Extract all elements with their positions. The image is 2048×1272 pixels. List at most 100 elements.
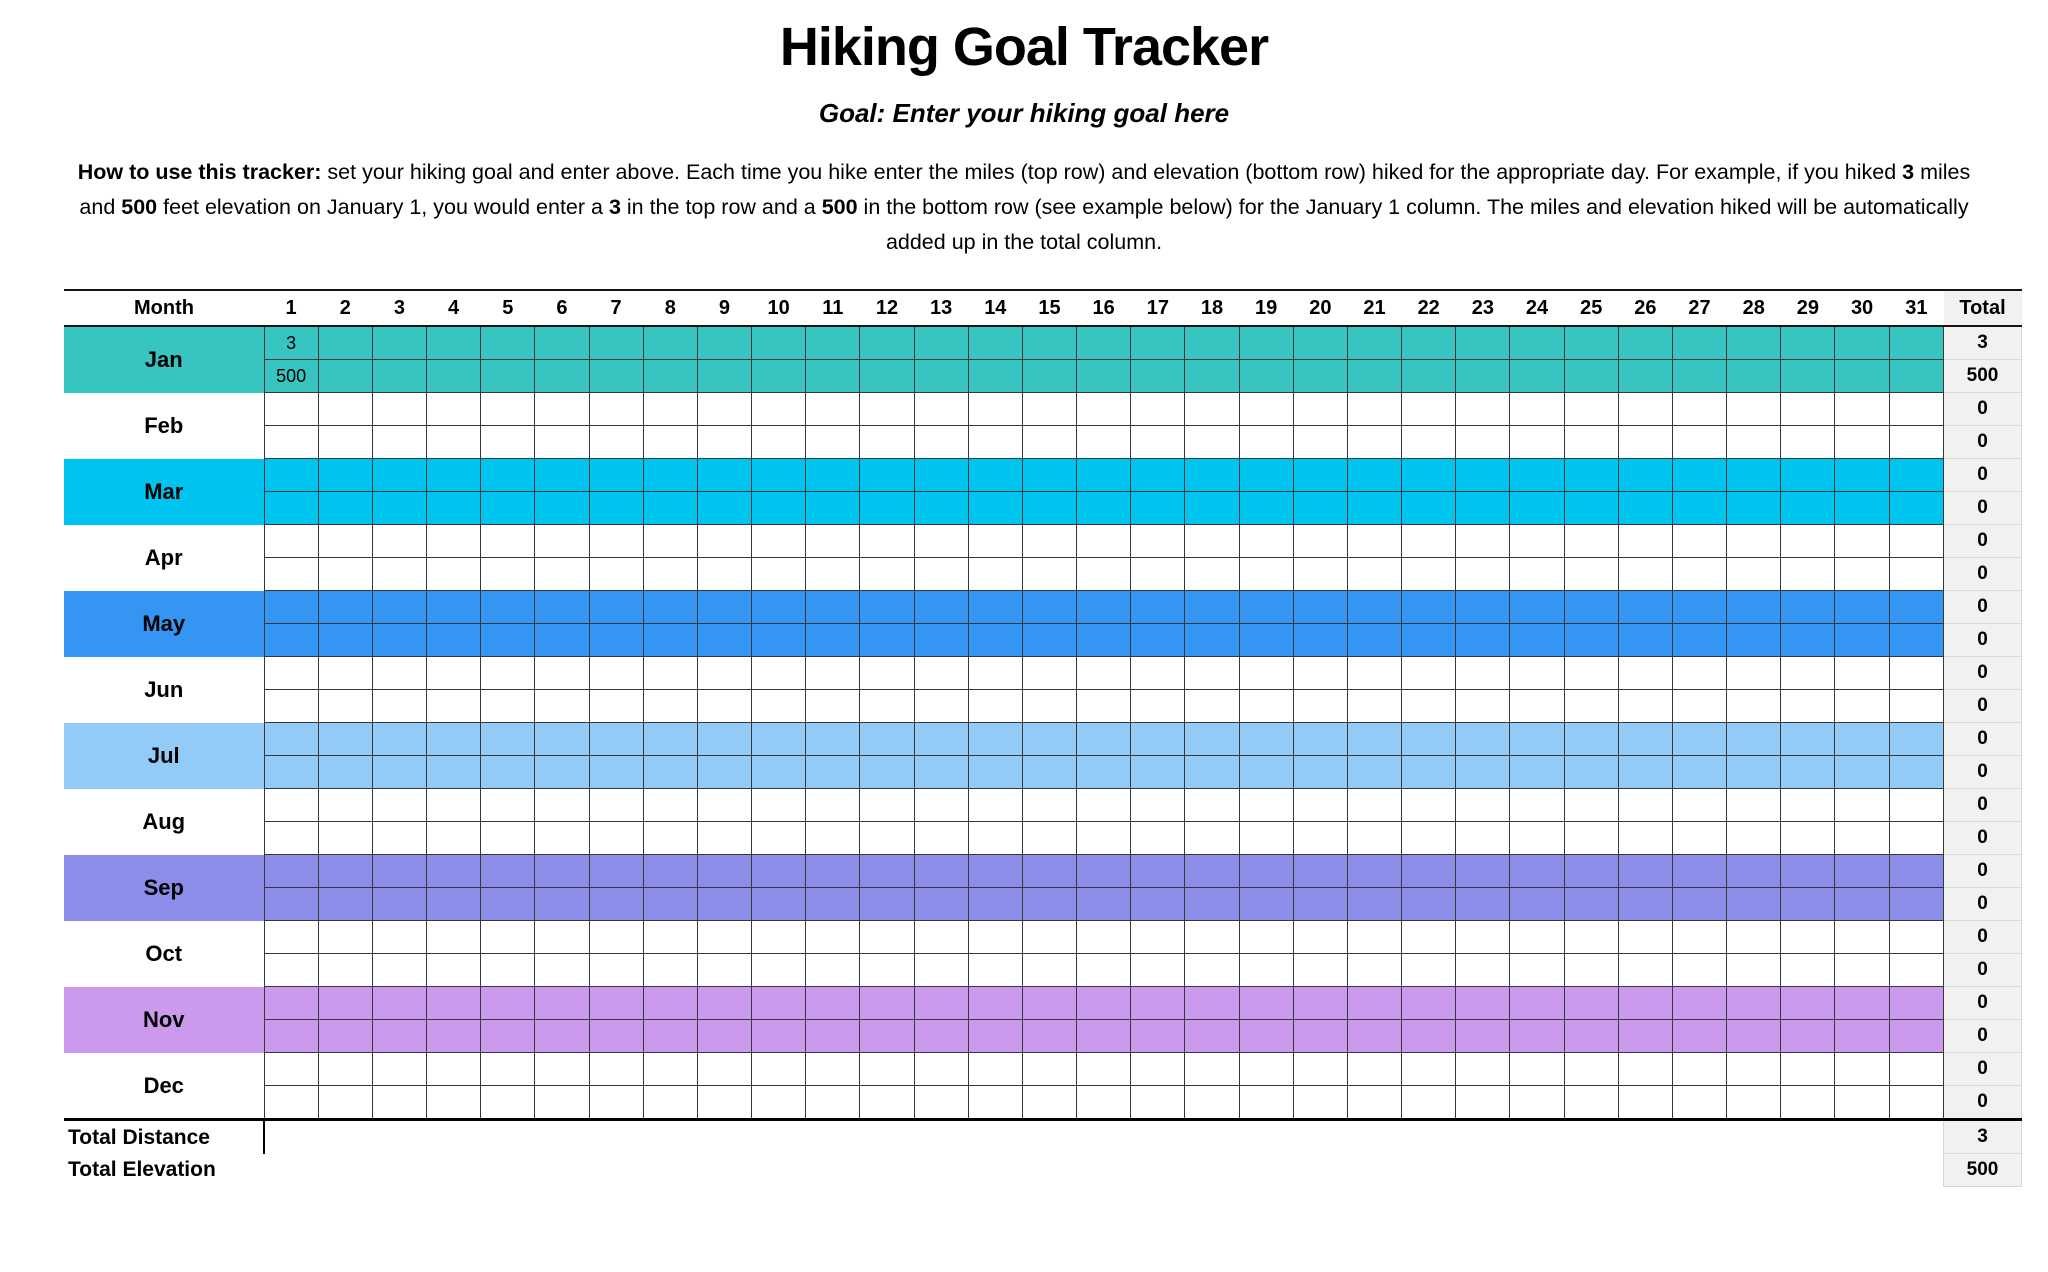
cell-may-miles-d30[interactable] xyxy=(1834,590,1890,625)
cell-feb-miles-d11[interactable] xyxy=(805,392,861,427)
cell-nov-elevation-d18[interactable] xyxy=(1184,1019,1240,1054)
cell-jan-elevation-d25[interactable] xyxy=(1563,359,1619,394)
cell-dec-elevation-d14[interactable] xyxy=(967,1085,1023,1121)
cell-jun-elevation-d1[interactable] xyxy=(263,689,319,724)
cell-jun-elevation-d28[interactable] xyxy=(1726,689,1782,724)
cell-may-miles-d4[interactable] xyxy=(426,590,482,625)
cell-feb-miles-d25[interactable] xyxy=(1563,392,1619,427)
cell-aug-elevation-d1[interactable] xyxy=(263,821,319,856)
cell-jul-elevation-d5[interactable] xyxy=(480,755,536,790)
cell-nov-elevation-d29[interactable] xyxy=(1780,1019,1836,1054)
cell-oct-miles-d22[interactable] xyxy=(1401,920,1457,955)
cell-oct-elevation-d12[interactable] xyxy=(859,953,915,988)
cell-dec-miles-d3[interactable] xyxy=(371,1052,428,1087)
cell-apr-miles-d4[interactable] xyxy=(426,524,482,559)
cell-feb-elevation-d22[interactable] xyxy=(1401,425,1457,460)
cell-mar-miles-d17[interactable] xyxy=(1130,458,1186,493)
cell-apr-elevation-d2[interactable] xyxy=(317,557,373,592)
cell-jun-miles-d6[interactable] xyxy=(534,656,590,691)
cell-aug-elevation-d26[interactable] xyxy=(1617,821,1673,856)
cell-apr-elevation-d14[interactable] xyxy=(967,557,1023,592)
cell-sep-miles-d30[interactable] xyxy=(1834,854,1890,889)
cell-mar-elevation-d2[interactable] xyxy=(317,491,373,526)
cell-aug-miles-d30[interactable] xyxy=(1834,788,1890,823)
cell-jul-miles-d21[interactable] xyxy=(1346,722,1403,757)
cell-feb-elevation-d28[interactable] xyxy=(1726,425,1782,460)
cell-dec-miles-d4[interactable] xyxy=(426,1052,482,1087)
cell-apr-miles-d16[interactable] xyxy=(1076,524,1132,559)
cell-dec-elevation-d5[interactable] xyxy=(480,1085,536,1121)
cell-feb-miles-d24[interactable] xyxy=(1509,392,1565,427)
cell-may-miles-d21[interactable] xyxy=(1346,590,1403,625)
cell-jul-elevation-d15[interactable] xyxy=(1021,755,1078,790)
cell-jul-elevation-d6[interactable] xyxy=(534,755,590,790)
cell-jun-elevation-d18[interactable] xyxy=(1184,689,1240,724)
cell-may-elevation-d17[interactable] xyxy=(1130,623,1186,658)
cell-sep-elevation-d12[interactable] xyxy=(859,887,915,922)
cell-aug-miles-d19[interactable] xyxy=(1238,788,1294,823)
cell-oct-elevation-d27[interactable] xyxy=(1671,953,1728,988)
cell-jan-elevation-d5[interactable] xyxy=(480,359,536,394)
cell-apr-elevation-d17[interactable] xyxy=(1130,557,1186,592)
cell-jul-miles-d3[interactable] xyxy=(371,722,428,757)
cell-mar-elevation-d6[interactable] xyxy=(534,491,590,526)
cell-may-elevation-d1[interactable] xyxy=(263,623,319,658)
cell-feb-miles-d17[interactable] xyxy=(1130,392,1186,427)
cell-jan-elevation-d22[interactable] xyxy=(1401,359,1457,394)
cell-aug-elevation-d16[interactable] xyxy=(1076,821,1132,856)
cell-jan-miles-d29[interactable] xyxy=(1780,325,1836,361)
cell-may-elevation-d8[interactable] xyxy=(642,623,698,658)
cell-jun-elevation-d30[interactable] xyxy=(1834,689,1890,724)
cell-apr-miles-d8[interactable] xyxy=(642,524,698,559)
cell-jul-miles-d14[interactable] xyxy=(967,722,1023,757)
cell-may-elevation-d20[interactable] xyxy=(1292,623,1348,658)
cell-sep-miles-d10[interactable] xyxy=(751,854,807,889)
cell-oct-elevation-d3[interactable] xyxy=(371,953,428,988)
cell-aug-elevation-d8[interactable] xyxy=(642,821,698,856)
cell-jan-elevation-d21[interactable] xyxy=(1346,359,1403,394)
cell-aug-elevation-d18[interactable] xyxy=(1184,821,1240,856)
cell-jun-elevation-d25[interactable] xyxy=(1563,689,1619,724)
cell-jul-elevation-d14[interactable] xyxy=(967,755,1023,790)
cell-feb-miles-d18[interactable] xyxy=(1184,392,1240,427)
cell-apr-miles-d29[interactable] xyxy=(1780,524,1836,559)
cell-sep-elevation-d22[interactable] xyxy=(1401,887,1457,922)
cell-apr-elevation-d31[interactable] xyxy=(1888,557,1945,592)
cell-oct-elevation-d26[interactable] xyxy=(1617,953,1673,988)
cell-mar-elevation-d7[interactable] xyxy=(588,491,644,526)
cell-feb-elevation-d1[interactable] xyxy=(263,425,319,460)
cell-dec-elevation-d13[interactable] xyxy=(913,1085,969,1121)
cell-aug-elevation-d17[interactable] xyxy=(1130,821,1186,856)
cell-jul-elevation-d20[interactable] xyxy=(1292,755,1348,790)
cell-apr-miles-d7[interactable] xyxy=(588,524,644,559)
cell-mar-miles-d9[interactable] xyxy=(696,458,753,493)
cell-oct-miles-d31[interactable] xyxy=(1888,920,1945,955)
cell-dec-elevation-d25[interactable] xyxy=(1563,1085,1619,1121)
cell-jul-elevation-d26[interactable] xyxy=(1617,755,1673,790)
cell-jul-miles-d12[interactable] xyxy=(859,722,915,757)
cell-jan-miles-d22[interactable] xyxy=(1401,325,1457,361)
cell-may-elevation-d29[interactable] xyxy=(1780,623,1836,658)
cell-jul-elevation-d17[interactable] xyxy=(1130,755,1186,790)
cell-feb-miles-d26[interactable] xyxy=(1617,392,1673,427)
cell-apr-elevation-d20[interactable] xyxy=(1292,557,1348,592)
cell-jan-miles-d15[interactable] xyxy=(1021,325,1078,361)
cell-apr-elevation-d16[interactable] xyxy=(1076,557,1132,592)
cell-oct-elevation-d4[interactable] xyxy=(426,953,482,988)
cell-feb-elevation-d2[interactable] xyxy=(317,425,373,460)
cell-nov-miles-d5[interactable] xyxy=(480,986,536,1021)
cell-feb-elevation-d7[interactable] xyxy=(588,425,644,460)
cell-mar-miles-d4[interactable] xyxy=(426,458,482,493)
cell-nov-elevation-d19[interactable] xyxy=(1238,1019,1294,1054)
cell-jul-elevation-d18[interactable] xyxy=(1184,755,1240,790)
cell-mar-elevation-d15[interactable] xyxy=(1021,491,1078,526)
cell-sep-elevation-d2[interactable] xyxy=(317,887,373,922)
cell-may-miles-d27[interactable] xyxy=(1671,590,1728,625)
cell-apr-miles-d3[interactable] xyxy=(371,524,428,559)
cell-apr-elevation-d5[interactable] xyxy=(480,557,536,592)
cell-may-elevation-d27[interactable] xyxy=(1671,623,1728,658)
cell-nov-miles-d14[interactable] xyxy=(967,986,1023,1021)
cell-sep-elevation-d17[interactable] xyxy=(1130,887,1186,922)
cell-jan-elevation-d7[interactable] xyxy=(588,359,644,394)
cell-jul-miles-d13[interactable] xyxy=(913,722,969,757)
